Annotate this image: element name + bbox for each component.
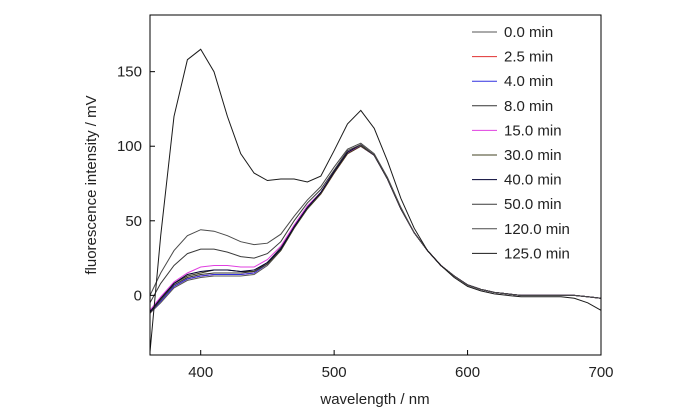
series-line-9	[149, 48, 602, 353]
y-tick-label-1: 50	[125, 213, 142, 230]
x-tick-label-0: 400	[188, 364, 213, 381]
legend: 0.0 min 2.5 min 4.0 min 8.0 min 15.0 min 30.0…	[472, 24, 570, 262]
legend-label-8: 120.0 min	[504, 221, 570, 238]
y-tick-label-0: 0	[134, 287, 142, 304]
x-tick-label-1: 500	[322, 364, 347, 381]
x-tick-label-2: 600	[455, 364, 480, 381]
legend-label-2: 4.0 min	[504, 73, 553, 90]
y-axis-label: fluorescence intensity / mV	[83, 95, 100, 274]
y-tick-label-2: 100	[117, 138, 142, 155]
legend-label-4: 15.0 min	[504, 122, 562, 139]
plot-lines	[149, 48, 602, 353]
x-axis-label: wavelength / nm	[319, 391, 429, 408]
x-axis-ticks: 400 500 600 700	[188, 350, 614, 381]
legend-label-7: 50.0 min	[504, 196, 562, 213]
plot-frame	[149, 14, 602, 356]
legend-label-3: 8.0 min	[504, 98, 553, 115]
series-line-8	[149, 142, 602, 299]
x-tick-label-3: 700	[588, 364, 613, 381]
legend-label-5: 30.0 min	[504, 147, 562, 164]
legend-label-1: 2.5 min	[504, 49, 553, 66]
legend-label-6: 40.0 min	[504, 172, 562, 189]
y-tick-label-3: 150	[117, 64, 142, 81]
y-axis-ticks: 0 50 100 150	[117, 64, 155, 304]
legend-label-0: 0.0 min	[504, 24, 553, 41]
legend-label-9: 125.0 min	[504, 245, 570, 262]
